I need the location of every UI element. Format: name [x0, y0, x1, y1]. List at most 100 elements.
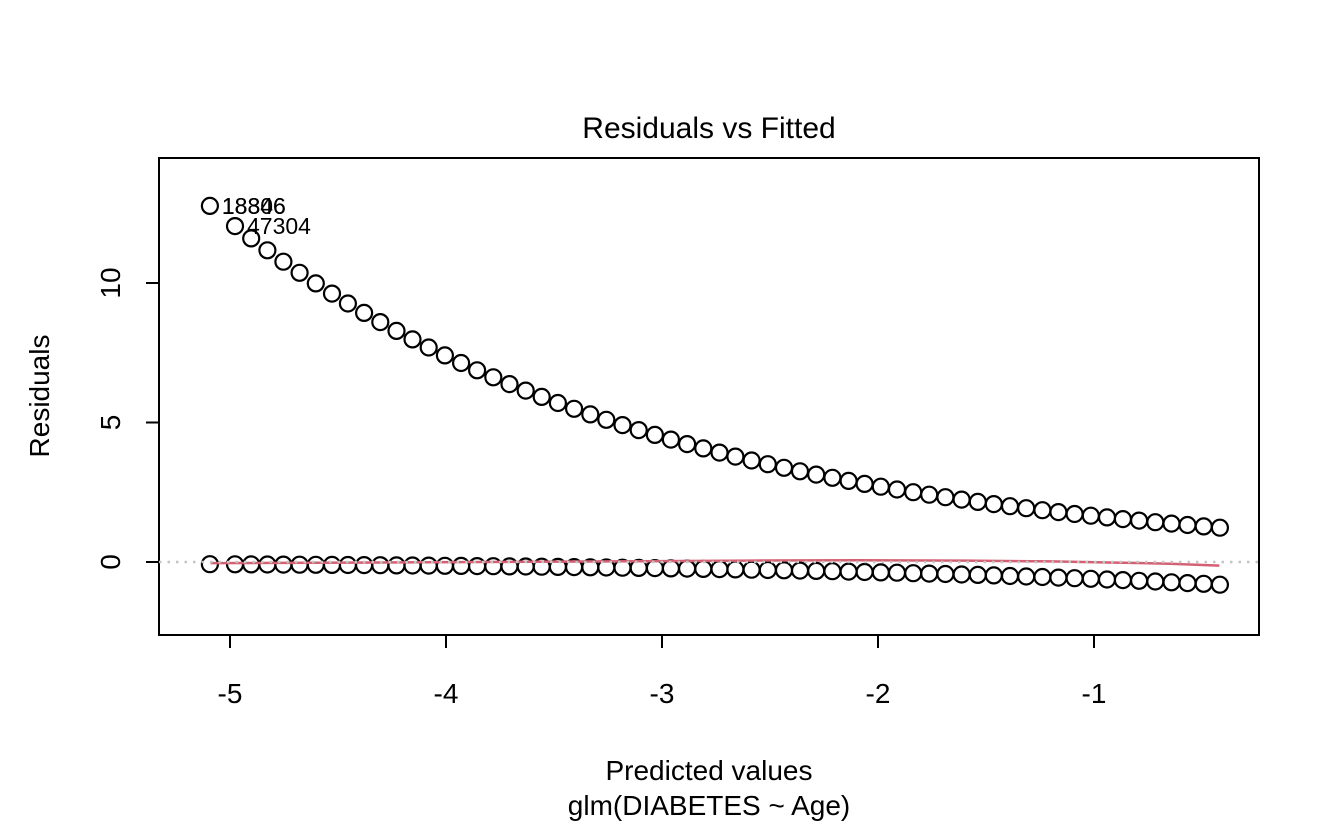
data-point-residuals-outcome-1: [645, 425, 665, 444]
data-point-residuals-outcome-1: [403, 330, 422, 349]
data-point-residuals-outcome-1: [1049, 502, 1068, 522]
data-point-residuals-outcome-1: [1178, 515, 1197, 535]
data-point-residuals-outcome-1: [274, 252, 293, 271]
y-tick-label: 10: [95, 267, 126, 298]
x-tick-label: -2: [866, 678, 891, 709]
data-point-residuals-outcome-1: [371, 313, 390, 332]
data-point-residuals-outcome-0: [338, 555, 357, 575]
data-point-residuals-outcome-0: [790, 561, 810, 580]
data-point-residuals-outcome-1: [677, 435, 697, 454]
data-point-residuals-outcome-1: [1033, 501, 1052, 520]
x-tick-label: -5: [218, 678, 243, 709]
data-point-residuals-outcome-1: [1194, 517, 1213, 536]
x-tick-label: -3: [650, 678, 675, 709]
data-point-residuals-outcome-0: [758, 560, 777, 580]
data-point-residuals-outcome-1: [694, 439, 713, 458]
data-point-residuals-outcome-0: [225, 555, 245, 574]
data-point-residuals-outcome-1: [1017, 499, 1036, 518]
point-id-label: 47304: [247, 213, 311, 239]
data-point-residuals-outcome-0: [871, 563, 890, 582]
data-point-residuals-outcome-1: [306, 274, 325, 293]
x-axis-label: Predicted values: [605, 755, 813, 786]
data-point-residuals-outcome-0: [774, 561, 794, 580]
data-point-residuals-outcome-1: [516, 381, 535, 400]
y-axis-label: Residuals: [24, 334, 55, 458]
data-point-residuals-outcome-1: [564, 399, 584, 418]
data-point-residuals-outcome-1: [387, 321, 406, 340]
data-point-residuals-outcome-1: [435, 346, 454, 365]
data-point-residuals-outcome-1: [823, 468, 842, 487]
x-tick-label: -1: [1082, 678, 1107, 709]
data-point-residuals-outcome-1: [484, 368, 503, 387]
data-point-residuals-outcome-1: [952, 490, 971, 509]
data-point-residuals-outcome-0: [371, 556, 390, 575]
data-point-residuals-outcome-0: [290, 555, 309, 574]
data-point-residuals-outcome-1: [774, 458, 794, 477]
data-point-residuals-outcome-1: [613, 416, 632, 435]
data-point-residuals-outcome-1: [726, 447, 745, 466]
data-point-residuals-outcome-0: [1000, 566, 1020, 586]
data-point-residuals-outcome-1: [742, 451, 761, 470]
data-point-residuals-outcome-0: [322, 555, 342, 575]
data-point-residuals-outcome-1: [1000, 497, 1020, 516]
data-point-residuals-outcome-0: [936, 564, 955, 584]
data-point-residuals-outcome-0: [968, 565, 987, 585]
data-point-residuals-outcome-0: [1162, 573, 1181, 592]
data-point-residuals-outcome-1: [419, 338, 438, 357]
data-point-residuals-outcome-0: [952, 565, 971, 584]
data-point-residuals-outcome-1: [452, 353, 471, 373]
data-point-residuals-outcome-0: [887, 563, 907, 582]
data-point-residuals-outcome-1: [290, 263, 309, 282]
point-id-label: 18846: [222, 193, 286, 219]
data-point-residuals-outcome-0: [258, 555, 277, 574]
data-point-residuals-outcome-1: [1210, 518, 1230, 537]
data-point-residuals-outcome-0: [452, 556, 471, 576]
data-point-residuals-outcome-1: [871, 477, 890, 496]
data-point-residuals-outcome-0: [726, 560, 745, 579]
data-point-residuals-outcome-1: [1129, 511, 1149, 530]
data-point-residuals-outcome-0: [274, 555, 293, 574]
chart-title: Residuals vs Fitted: [582, 112, 836, 145]
data-point-residuals-outcome-0: [242, 555, 261, 574]
data-point-residuals-outcome-0: [1129, 571, 1149, 590]
data-point-residuals-outcome-1: [242, 229, 261, 248]
data-point-residuals-outcome-1: [839, 471, 858, 490]
data-point-residuals-outcome-0: [742, 560, 761, 579]
x-tick-label: -4: [434, 678, 459, 709]
data-point-residuals-outcome-0: [710, 559, 729, 579]
data-point-residuals-outcome-1: [338, 294, 357, 313]
data-point-residuals-outcome-0: [1049, 568, 1068, 587]
data-point-residuals-outcome-1: [984, 495, 1003, 514]
data-point-residuals-outcome-1: [1065, 504, 1084, 524]
data-point-residuals-outcome-1: [1162, 514, 1181, 533]
data-point-residuals-outcome-0: [355, 555, 374, 575]
data-point-residuals-outcome-0: [920, 564, 939, 583]
data-point-residuals-outcome-1: [1097, 508, 1117, 527]
data-point-residuals-outcome-1: [581, 405, 600, 424]
data-point-residuals-outcome-1: [807, 465, 826, 484]
data-point-residuals-outcome-0: [468, 556, 487, 576]
data-point-residuals-outcome-1: [887, 480, 907, 499]
point-id-label: 18306: [222, 193, 286, 219]
data-point-residuals-outcome-0: [855, 562, 874, 582]
data-point-residuals-outcome-0: [484, 557, 503, 576]
data-point-residuals-outcome-0: [435, 556, 454, 575]
data-point-residuals-outcome-0: [419, 556, 438, 575]
data-point-residuals-outcome-1: [661, 430, 681, 449]
data-point-residuals-outcome-1: [920, 485, 939, 504]
data-point-residuals-outcome-0: [387, 556, 406, 575]
data-point-residuals-outcome-0: [1146, 572, 1165, 591]
data-point-residuals-outcome-1: [200, 196, 219, 215]
data-point-residuals-outcome-1: [629, 421, 648, 440]
data-point-residuals-outcome-1: [258, 241, 277, 260]
data-point-residuals-outcome-0: [1033, 567, 1052, 587]
data-point-residuals-outcome-1: [225, 217, 245, 236]
data-point-residuals-outcome-1: [1081, 506, 1100, 525]
data-point-residuals-outcome-1: [500, 375, 519, 394]
data-point-residuals-outcome-0: [904, 564, 923, 583]
plot-box: [158, 157, 1260, 636]
data-point-residuals-outcome-0: [1194, 574, 1213, 593]
data-point-residuals-outcome-0: [839, 562, 858, 581]
data-point-residuals-outcome-1: [790, 462, 810, 481]
